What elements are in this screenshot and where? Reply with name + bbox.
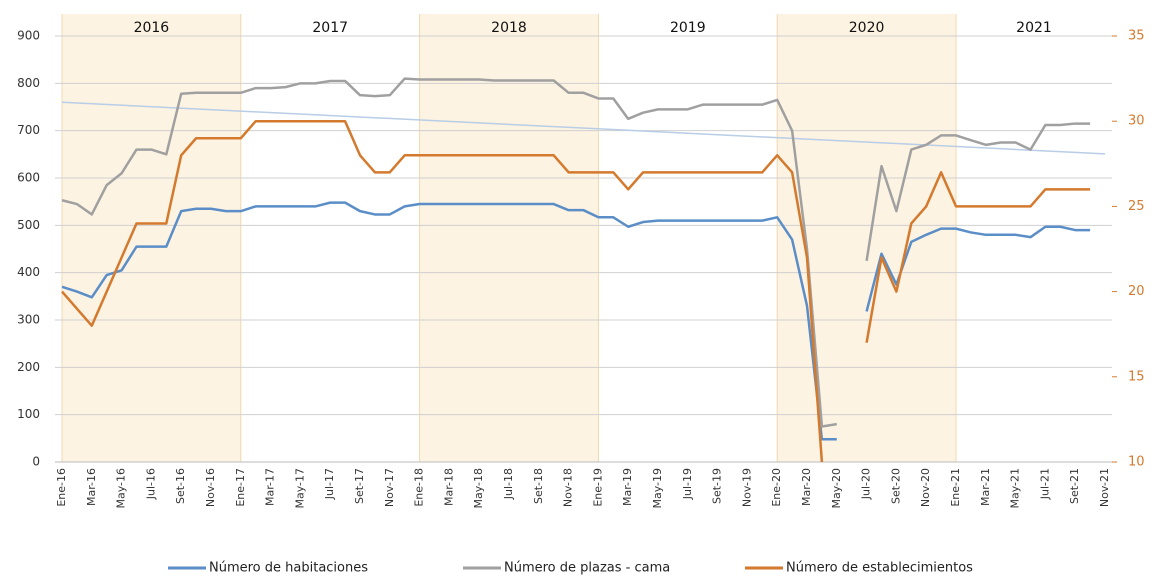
y-tick-label: 0 (32, 455, 40, 469)
y2-tick-label: 25 (1128, 199, 1145, 214)
x-tick-label: Nov-17 (383, 468, 396, 507)
year-label: 2019 (670, 20, 706, 36)
x-tick-label: May-16 (115, 468, 128, 509)
x-tick-label: Ene-21 (949, 468, 962, 507)
y2-tick-label: 30 (1128, 114, 1145, 129)
y-tick-label: 100 (17, 407, 40, 421)
y-tick-label: 500 (17, 218, 40, 232)
year-band (419, 14, 599, 462)
y-tick-label: 700 (17, 123, 40, 137)
x-tick-label: Set-20 (889, 468, 902, 504)
x-tick-label: Nov-16 (204, 468, 217, 507)
x-tick-label: Jul-17 (323, 468, 336, 500)
x-tick-label: May-19 (651, 468, 664, 509)
x-tick-label: Jul-16 (144, 468, 157, 500)
x-tick-label: Nov-19 (740, 468, 753, 507)
y-tick-label: 600 (17, 171, 40, 185)
x-tick-label: Set-17 (353, 468, 366, 504)
x-tick-label: Ene-20 (770, 468, 783, 507)
year-label: 2017 (312, 20, 348, 36)
x-tick-label: Mar-21 (979, 468, 992, 506)
x-tick-label: Mar-20 (800, 468, 813, 506)
x-tick-label: Mar-18 (442, 468, 455, 506)
x-tick-label: Jul-20 (860, 468, 873, 500)
trendline (61, 101, 1106, 155)
x-tick-label: Ene-16 (55, 468, 68, 507)
y-tick-label: 400 (17, 265, 40, 279)
x-tick-label: Set-16 (174, 468, 187, 504)
x-tick-label: Ene-19 (591, 468, 604, 507)
x-tick-label: Jul-21 (1038, 468, 1051, 500)
x-tick-label: Set-18 (532, 468, 545, 504)
year-label: 2018 (491, 20, 527, 36)
year-label: 2021 (1016, 20, 1052, 36)
x-tick-label: Nov-18 (562, 468, 575, 507)
y2-tick-label: 10 (1128, 455, 1145, 470)
x-tick-label: May-21 (1009, 468, 1022, 509)
x-tick-label: Jul-18 (502, 468, 515, 500)
y2-tick-label: 20 (1128, 284, 1145, 299)
x-tick-label: Mar-16 (85, 468, 98, 506)
legend-label: Número de plazas - cama (504, 561, 670, 576)
x-tick-label: May-17 (293, 468, 306, 509)
x-tick-label: Mar-19 (621, 468, 634, 506)
year-band (62, 14, 241, 462)
year-label: 2016 (134, 20, 170, 36)
x-tick-label: May-20 (830, 468, 843, 509)
x-tick-label: Nov-20 (919, 468, 932, 507)
x-tick-label: Jul-19 (681, 468, 694, 500)
legend-label: Número de establecimientos (786, 561, 973, 576)
x-tick-label: Set-21 (1068, 468, 1081, 504)
y2-tick-label: 35 (1128, 29, 1145, 44)
x-tick-label: Ene-18 (413, 468, 426, 507)
y-tick-label: 200 (17, 360, 40, 374)
x-tick-label: Mar-17 (264, 468, 277, 506)
y-tick-label: 800 (17, 76, 40, 90)
x-tick-label: Nov-21 (1098, 468, 1111, 507)
y-tick-label: 900 (17, 29, 40, 43)
x-tick-label: Set-19 (711, 468, 724, 504)
legend-label: Número de habitaciones (209, 561, 368, 576)
y2-tick-label: 15 (1128, 369, 1145, 384)
series-line (61, 119, 1091, 463)
x-tick-label: Ene-17 (234, 468, 247, 507)
x-tick-label: May-18 (472, 468, 485, 509)
y-tick-label: 300 (17, 313, 40, 327)
year-label: 2020 (849, 20, 885, 36)
year-band (777, 14, 956, 462)
series-line (61, 77, 1091, 428)
